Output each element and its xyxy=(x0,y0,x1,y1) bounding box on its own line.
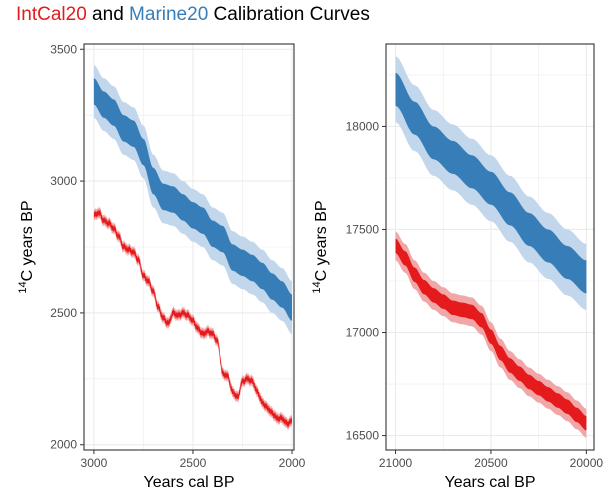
panel-1: 2000 2500 3000 3500 3000 2500 2000 Years cal BP… xyxy=(17,42,306,491)
x-tick-label: 20000 xyxy=(570,456,604,470)
y-axis-title-text: C years BP xyxy=(313,200,330,281)
x-tick-label: 2500 xyxy=(180,456,207,470)
y-axis-title-text: C years BP xyxy=(19,200,36,281)
y-tick-label: 17500 xyxy=(346,222,380,236)
title-intcal: IntCal20 xyxy=(16,4,87,25)
title-and: and xyxy=(86,4,130,25)
y-axis-title: 14C years BP xyxy=(311,200,330,293)
x-tick-label: 3000 xyxy=(81,456,108,470)
title-marine: Marine20 xyxy=(129,4,209,25)
x-tick-label: 20500 xyxy=(474,456,508,470)
y-axis-title-superscript: 14 xyxy=(17,281,29,293)
y-tick-label: 18000 xyxy=(346,119,380,133)
series-marine-1sigma-band xyxy=(395,72,587,294)
y-tick-label: 17000 xyxy=(346,326,380,340)
y-tick-label: 3000 xyxy=(50,174,77,188)
series-intcal-1sigma-band xyxy=(93,208,293,428)
y-tick-label: 2500 xyxy=(50,306,77,320)
panel-border xyxy=(83,43,295,451)
x-tick-label: 21000 xyxy=(379,456,413,470)
series-marine-1sigma-band xyxy=(93,78,293,321)
y-axis-title-superscript: 14 xyxy=(311,281,323,293)
x-axis-title: Years cal BP xyxy=(143,474,234,491)
series-intcal-1sigma-band xyxy=(395,238,587,431)
panel-border xyxy=(385,43,595,451)
y-axis-title: 14C years BP xyxy=(17,200,36,293)
chart-title: IntCal20 and Marine20 Calibration Curves xyxy=(16,4,370,26)
x-tick-label: 2000 xyxy=(279,456,306,470)
y-tick-label: 2000 xyxy=(50,438,77,452)
x-axis-title: Years cal BP xyxy=(444,474,535,491)
title-rest: Calibration Curves xyxy=(208,4,370,25)
y-tick-label: 16500 xyxy=(346,429,380,443)
panel-2: 16500 17000 17500 18000 21000 20500 20000 Years… xyxy=(311,43,604,491)
y-tick-label: 3500 xyxy=(50,42,77,56)
